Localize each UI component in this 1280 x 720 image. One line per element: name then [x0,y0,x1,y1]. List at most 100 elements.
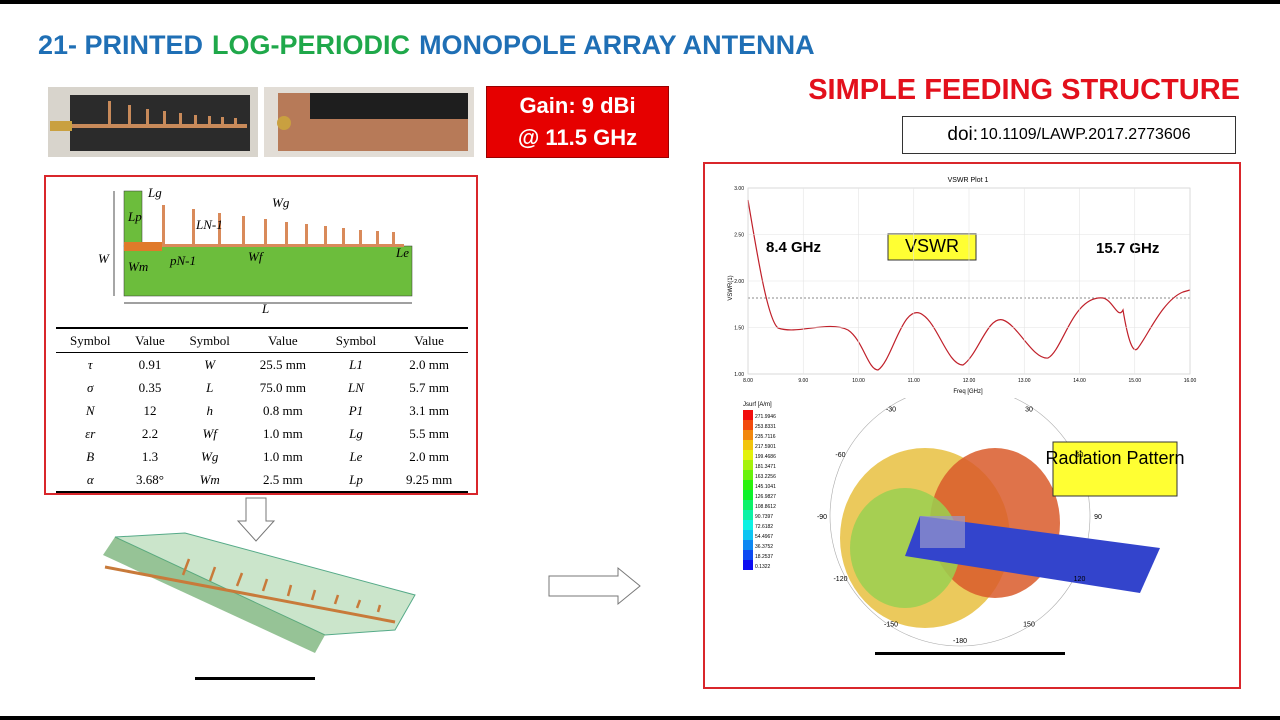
results-panel [703,162,1241,689]
colorbar-swatch [743,540,753,550]
dim-label: pN-1 [169,253,196,268]
colorbar-label: 108.8612 [755,504,776,510]
table-cell: 0.91 [138,356,162,372]
colorbar-swatch [743,480,753,490]
angle-label: -60 [835,452,845,459]
x-tick-label: 11.00 [908,378,920,384]
x-tick-label: 13.00 [1018,378,1031,384]
angle-label: 30 [1025,407,1033,414]
geometry-diagram: Lg Lp LN-1 Wg W Wm pN-1 Wf Le L [98,185,413,315]
table-row: εr 2.2 Wf 1.0 mm Lg 5.5 mm [56,422,468,445]
x-tick-label: 8.00 [743,378,753,384]
table-header-cell: Symbol [321,327,391,353]
angle-label: -120 [833,576,847,583]
x-tick-label: 10.00 [852,378,865,384]
colorbar-label: 235.7116 [755,434,776,440]
table-header-cell: Value [390,327,468,353]
colorbar-label: 253.8331 [755,424,776,430]
table-cell: 5.5 mm [409,425,449,441]
table-cell: 3.1 mm [409,402,449,418]
colorbar-label: 181.3471 [755,464,776,470]
colorbar-label: 217.5901 [755,444,776,450]
annotation: 8.4 GHz [766,239,821,256]
table-cell: 1.0 mm [262,448,303,464]
table-cell: L1 [349,356,363,372]
x-tick-label: 12.00 [963,378,976,384]
table-header-cell: Symbol [175,327,244,353]
gain-box: Gain: 9 dBi @ 11.5 GHz [486,86,669,158]
dim-label: Lg [147,185,162,200]
colorbar-label: 126.9827 [755,494,776,500]
plot-title: VSWR Plot 1 [948,177,989,184]
colorbar-swatch [743,490,753,500]
table-cell: 75.0 mm [259,379,306,395]
title-part: MONOPOLE ARRAY ANTENNA [419,30,815,60]
table-cell: Wg [201,448,219,464]
table-cell: 2.5 mm [243,468,322,493]
y-axis-label: VSWR(1) [728,275,734,300]
dim-label: L [261,301,269,315]
table-cell: N [85,402,95,418]
table-row: N 12 h 0.8 mm P1 3.1 mm [56,399,468,422]
table-cell: P1 [348,402,364,418]
table-cell: τ [87,356,93,372]
table-cell: Wf [202,425,217,441]
angle-label: 60 [1076,452,1084,459]
vswr-plot: VSWR Plot 1 Freq [GHz] VSWR(1) VSWR 8.4 … [728,177,1197,395]
x-tick-label: 16.00 [1184,378,1197,384]
radiation-plot: Radiation Pattern Jsurf [A/m] 271.9946 25… [743,398,1185,655]
table-cell: W [204,356,216,372]
colorbar-swatch [743,440,753,450]
table-cell: h [206,402,213,418]
annotation: 15.7 GHz [1096,240,1159,257]
colorbar-swatch [743,530,753,540]
table-row: σ 0.35 L 75.0 mm LN 5.7 mm [56,376,468,399]
colorbar-label: 0.1322 [755,564,771,570]
table-cell: 3.68° [124,468,176,493]
radiation-label: Radiation Pattern [1045,448,1184,468]
table-cell: 9.25 mm [390,468,468,493]
table-cell: Le [349,448,363,464]
table-cell: 0.35 [138,379,162,395]
angle-label: -150 [884,621,898,628]
doi-id: 10.1109/LAWP.2017.2773606 [980,126,1191,143]
colorbar-swatch [743,510,753,520]
bottom-bar [0,716,1280,720]
dim-label: Wm [128,259,148,274]
colorbar-swatch [743,560,753,570]
table-row: τ 0.91 W 25.5 mm L1 2.0 mm [56,353,468,377]
table-cell: Lg [349,425,363,441]
right-arrow [548,566,641,606]
colorbar-label: 54.4967 [755,534,773,540]
table-cell: α [56,468,125,493]
x-tick-label: 15.00 [1128,378,1141,384]
angle-label: -90 [817,514,827,521]
table-cell: 1.3 [141,448,159,464]
title-part: LOG-PERIODIC [212,30,411,60]
top-bar [0,0,1280,4]
colorbar-swatch [743,420,753,430]
dim-label: LN-1 [195,217,223,232]
subtitle: SIMPLE FEEDING STRUCTURE [808,74,1240,106]
colorbar-swatch [743,550,753,560]
table-cell: Wm [175,468,244,493]
x-tick-label: 14.00 [1073,378,1086,384]
angle-label: 90 [1094,514,1102,521]
model-3d [103,532,416,680]
colorbar-label: 145.1041 [755,484,776,490]
table-cell: σ [87,379,94,395]
table-cell: 2.2 [141,425,159,441]
table-cell: 2.0 mm [409,448,449,464]
angle-label: -30 [886,407,896,414]
table-header-cell: Value [124,327,176,353]
photos [48,87,474,157]
title: 21- PRINTED LOG-PERIODIC MONOPOLE ARRAY … [38,30,815,61]
colorbar-swatch [743,500,753,510]
doi-prefix: doi: [947,124,979,145]
table-cell: B [86,448,95,464]
table-cell: 0.8 mm [262,402,303,418]
colorbar-swatch [743,460,753,470]
y-tick-label: 1.00 [734,372,744,378]
angle-label: -180 [953,638,967,645]
